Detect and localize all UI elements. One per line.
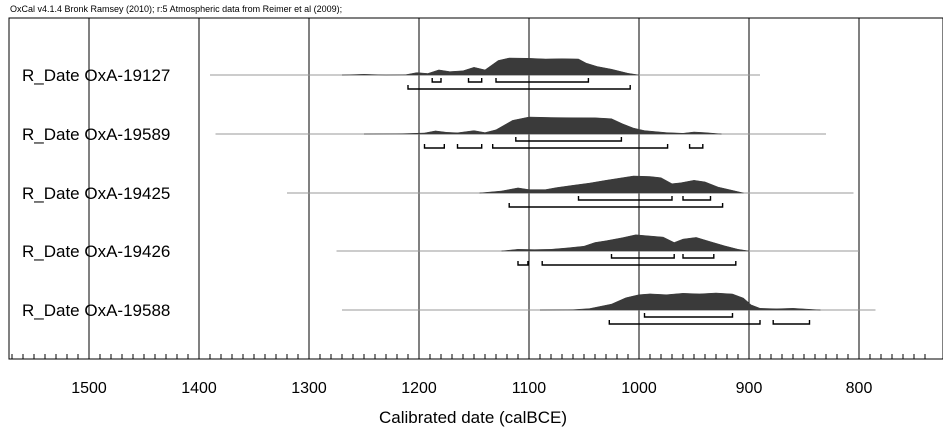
x-axis-title: Calibrated date (calBCE) xyxy=(379,408,567,427)
posterior-distribution xyxy=(479,175,744,194)
row-4: R_Date OxA-19426 xyxy=(22,234,859,266)
range-68-bracket xyxy=(682,254,715,259)
row-label: R_Date OxA-19127 xyxy=(22,66,170,85)
range-95-bracket xyxy=(688,144,704,149)
range-68-bracket xyxy=(431,78,442,83)
chart-header: OxCal v4.1.4 Bronk Ramsey (2010); r:5 At… xyxy=(10,4,342,14)
tick-label-1200: 1200 xyxy=(401,380,437,397)
range-68-bracket xyxy=(643,313,734,318)
tick-label-800: 800 xyxy=(846,380,873,397)
range-95-bracket xyxy=(541,261,737,266)
range-95-bracket xyxy=(407,85,631,90)
range-95-bracket xyxy=(772,320,811,325)
row-1: R_Date OxA-19127 xyxy=(22,57,760,90)
range-68-bracket xyxy=(495,78,590,83)
row-label: R_Date OxA-19425 xyxy=(22,184,170,203)
tick-label-1300: 1300 xyxy=(291,380,327,397)
range-95-bracket xyxy=(508,203,724,208)
range-95-bracket xyxy=(423,144,445,149)
posterior-distribution xyxy=(501,234,750,252)
posterior-distribution xyxy=(363,116,722,135)
tick-label-1400: 1400 xyxy=(181,380,217,397)
tick-label-1000: 1000 xyxy=(621,380,657,397)
row-2: R_Date OxA-19589 xyxy=(22,116,826,149)
range-68-bracket xyxy=(682,196,712,201)
distribution-rows: R_Date OxA-19127 R_Date OxA-19589 R_Date O… xyxy=(22,57,876,325)
range-95-bracket xyxy=(492,144,669,149)
row-label: R_Date OxA-19426 xyxy=(22,242,170,261)
row-5: R_Date OxA-19588 xyxy=(22,292,876,325)
tick-label-900: 900 xyxy=(736,380,763,397)
x-axis: 1500 1400 1300 1200 1100 1000 900 800 xyxy=(11,349,926,397)
row-3: R_Date OxA-19425 xyxy=(22,175,854,208)
range-95-bracket xyxy=(456,144,483,149)
range-68-bracket xyxy=(467,78,483,83)
range-68-bracket xyxy=(577,196,673,201)
range-68-bracket xyxy=(610,254,675,259)
posterior-distribution xyxy=(341,57,640,76)
range-68-bracket xyxy=(515,137,623,142)
row-label: R_Date OxA-19589 xyxy=(22,125,170,144)
range-95-bracket xyxy=(608,320,761,325)
tick-label-1500: 1500 xyxy=(71,380,107,397)
range-95-bracket xyxy=(517,261,529,266)
tick-label-1100: 1100 xyxy=(512,380,547,397)
plot-frame xyxy=(8,17,943,360)
posterior-distribution xyxy=(539,292,821,311)
row-label: R_Date OxA-19588 xyxy=(22,301,170,320)
